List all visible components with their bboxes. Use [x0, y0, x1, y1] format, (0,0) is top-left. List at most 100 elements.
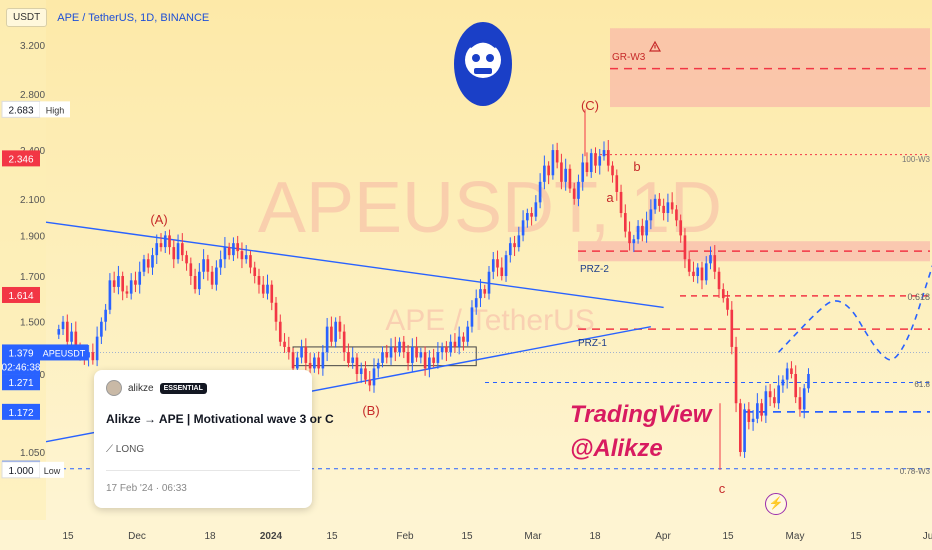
candle-body — [436, 352, 440, 363]
time-tick-label: Dec — [128, 531, 146, 542]
idea-card[interactable]: alikze ESSENTIAL Alikze → APE | Motivati… — [94, 370, 334, 508]
currency-badge[interactable]: USDT — [6, 8, 48, 27]
candle-body — [679, 220, 683, 236]
candle-body — [402, 341, 406, 353]
plan-badge: ESSENTIAL — [159, 382, 207, 394]
time-tick-label: 15 — [62, 531, 74, 542]
time-tick-label: 15 — [722, 531, 734, 542]
candle-body — [189, 263, 193, 277]
author-name[interactable]: alikze — [128, 382, 154, 394]
candle-body — [308, 362, 312, 369]
candle-body — [108, 280, 112, 310]
candle-body — [232, 243, 235, 256]
candle-body — [274, 302, 278, 322]
price-tag-4 — [2, 358, 40, 375]
candle-body — [577, 181, 580, 199]
candle-body — [351, 357, 355, 363]
candle-body — [730, 309, 734, 347]
candle-body — [376, 362, 380, 369]
price-tick-label: 1.500 — [20, 318, 45, 329]
price-tag-1 — [2, 150, 40, 167]
candle-body — [662, 205, 665, 214]
candle-body — [125, 291, 129, 294]
wave-label-c: (C) — [581, 98, 599, 113]
candle-body — [134, 280, 137, 285]
candle-body — [325, 326, 329, 353]
candle-body — [95, 336, 99, 361]
price-tag-extra — [40, 101, 70, 118]
time-tick-label: Mar — [524, 531, 542, 542]
candle-body — [555, 150, 559, 163]
candle-body — [628, 231, 631, 244]
candle-body — [155, 243, 159, 256]
time-tick-label: 15 — [461, 531, 473, 542]
candle-body — [738, 403, 742, 452]
candle-body — [517, 235, 521, 248]
time-tick-label: 18 — [589, 531, 601, 542]
price-tag-text: 1.271 — [8, 378, 33, 389]
price-tag-6 — [2, 403, 40, 420]
candle-body — [606, 150, 610, 166]
price-tick-label: 2.100 — [20, 195, 45, 206]
candle-body — [57, 329, 61, 335]
level-label-0618: 0.618 — [907, 292, 930, 302]
candle-body — [219, 259, 222, 268]
candle-body — [683, 235, 687, 260]
candle-body — [790, 368, 793, 374]
candle-body — [117, 276, 120, 287]
gr-w3-label: GR-W3 — [612, 52, 646, 63]
candle-body — [572, 188, 576, 199]
candle-body — [223, 247, 227, 260]
lightning-icon[interactable]: ⚡ — [765, 493, 787, 515]
time-tick-label: May — [786, 531, 805, 542]
candle-body — [163, 235, 167, 248]
price-tag-3 — [2, 344, 40, 361]
candle-body — [449, 341, 452, 353]
candle-body — [670, 202, 674, 210]
candle-body — [623, 213, 627, 232]
candle-body — [419, 352, 423, 358]
price-tag-text: 1.379 — [8, 348, 33, 359]
candle-body — [470, 307, 474, 327]
candle-body — [649, 209, 653, 221]
idea-title[interactable]: Alikze → APE | Motivational wave 3 or C — [106, 412, 334, 426]
candle-body — [564, 168, 567, 182]
candle-body — [696, 267, 700, 277]
candle-body — [338, 321, 342, 332]
time-tick-label: Apr — [655, 531, 671, 542]
time-axis-bg — [0, 520, 932, 550]
candle-body — [240, 251, 244, 260]
candle-body — [334, 321, 337, 342]
candle-body — [198, 271, 201, 290]
candle-body — [474, 298, 478, 308]
price-axis-bg — [0, 0, 46, 550]
candle-body — [261, 284, 265, 294]
candle-body — [236, 243, 240, 252]
candle-body — [146, 259, 150, 268]
idea-date: 17 Feb '24 · 06:33 — [106, 483, 187, 494]
symbol-title[interactable]: APE / TetherUS, 1D, BINANCE — [57, 11, 210, 24]
candle-body — [74, 331, 78, 347]
candle-body — [602, 150, 606, 157]
idea-author[interactable]: alikze ESSENTIAL — [106, 380, 207, 396]
candle-body — [129, 280, 133, 294]
candle-body — [794, 373, 798, 398]
candle-body — [589, 153, 593, 173]
candle-body — [313, 357, 316, 369]
price-tag-extra-text: High — [46, 105, 65, 115]
candle-body — [768, 391, 772, 398]
wave-label-b: (B) — [362, 403, 379, 418]
candle-body — [500, 267, 504, 277]
candle-body — [483, 289, 487, 294]
candle-body — [692, 271, 695, 277]
consolidation-box — [292, 346, 477, 367]
candle-body — [777, 385, 780, 404]
candle-body — [87, 352, 90, 358]
candle-body — [423, 352, 427, 369]
candle-body — [347, 352, 350, 363]
candle-body — [504, 255, 508, 277]
candle-body — [100, 321, 103, 337]
candle-body — [215, 267, 218, 285]
